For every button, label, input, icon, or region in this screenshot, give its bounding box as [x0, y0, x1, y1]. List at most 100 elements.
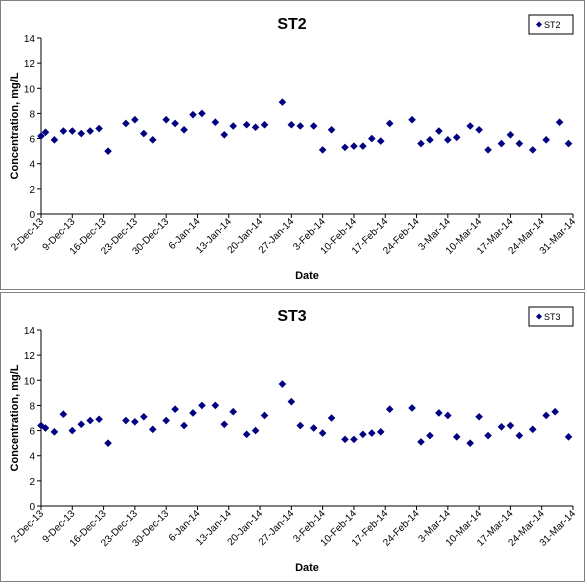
data-point: [162, 416, 170, 425]
data-point: [77, 420, 86, 429]
data-point: [148, 136, 157, 144]
x-tick-label: 2-Dec-13: [9, 216, 46, 253]
data-point: [452, 133, 461, 142]
data-point: [251, 123, 260, 132]
data-point: [287, 120, 296, 129]
data-point: [426, 431, 434, 440]
data-point: [318, 429, 327, 437]
legend-label: ST2: [544, 20, 561, 30]
data-point: [131, 417, 139, 426]
data-point: [368, 429, 376, 437]
data-point: [211, 401, 220, 410]
data-point: [229, 407, 238, 416]
chart-st2: ST2024681012142-Dec-139-Dec-1316-Dec-132…: [9, 14, 578, 282]
x-axis-title: Date: [295, 562, 319, 574]
data-point: [41, 424, 50, 432]
y-tick-label: 8: [29, 109, 35, 120]
legend-box: [528, 306, 574, 327]
data-point: [296, 421, 305, 430]
data-point: [140, 129, 148, 138]
data-point: [497, 423, 506, 431]
data-point: [37, 132, 45, 140]
y-axis-title: Concentration, mg/L: [9, 72, 21, 179]
data-point: [435, 409, 443, 417]
data-point: [466, 122, 474, 130]
data-point: [327, 125, 336, 134]
data-point: [318, 146, 327, 154]
data-point: [260, 120, 269, 129]
data-point: [309, 424, 318, 432]
data-point: [484, 146, 492, 154]
data-point: [162, 115, 170, 124]
data-point: [475, 412, 483, 421]
data-point: [260, 411, 269, 420]
data-point: [528, 146, 537, 154]
data-point: [368, 134, 376, 143]
data-point: [198, 401, 206, 410]
data-point: [180, 125, 188, 134]
chart-panel-st2: ST2 0 2 4 6 8 10 12 14 2-Dec-13 9-Dec-13 16-Dec-13 2…: [0, 0, 585, 290]
data-point: [95, 415, 103, 424]
chart-title: ST2: [277, 16, 306, 33]
data-point: [359, 142, 367, 150]
data-point: [287, 397, 296, 406]
legend-box: [528, 14, 574, 35]
data-point: [242, 430, 251, 439]
data-point: [242, 120, 251, 129]
data-point: [452, 433, 461, 441]
data-point: [220, 131, 229, 139]
chart-title: ST3: [277, 308, 306, 325]
y-axis-title: Concentration, mg/L: [9, 364, 21, 471]
data-point: [140, 412, 148, 421]
data-point: [86, 416, 94, 425]
data-point: [278, 98, 287, 106]
data-point: [251, 426, 260, 435]
data-point: [189, 409, 197, 417]
data-point: [528, 425, 537, 434]
legend-marker: [536, 21, 542, 28]
data-point: [551, 407, 559, 416]
x-tick-label: 2-Dec-13: [9, 508, 46, 545]
data-point: [211, 118, 220, 127]
data-point: [327, 414, 336, 422]
data-point: [408, 115, 416, 124]
data-point: [148, 425, 157, 434]
data-point: [376, 428, 385, 436]
data-point: [435, 127, 443, 135]
data-point: [171, 405, 179, 413]
data-point: [41, 128, 50, 137]
data-point: [408, 404, 416, 412]
data-point: [95, 124, 103, 133]
data-point: [131, 115, 139, 124]
data-point: [555, 118, 564, 127]
data-point: [309, 122, 318, 130]
data-point: [350, 142, 358, 150]
data-point: [198, 109, 206, 118]
y-tick-label: 8: [29, 401, 35, 412]
data-point: [296, 122, 305, 130]
data-point: [506, 421, 515, 430]
data-point: [229, 122, 238, 130]
data-point: [171, 119, 179, 128]
y-tick-label: 2: [29, 185, 35, 196]
data-point: [475, 125, 483, 134]
y-tick-label: 6: [29, 135, 35, 146]
y-tick-label: 10: [24, 376, 36, 387]
data-point: [189, 110, 197, 119]
data-point: [50, 428, 59, 436]
data-point: [564, 139, 573, 148]
data-point: [77, 129, 86, 138]
data-point: [104, 439, 112, 447]
y-tick-label: 14: [24, 326, 36, 337]
data-point: [341, 143, 349, 152]
y-tick-label: 10: [24, 84, 36, 95]
data-point: [180, 421, 188, 430]
data-point: [220, 420, 229, 429]
y-tick-label: 14: [24, 34, 36, 45]
data-point: [341, 435, 349, 444]
chart-st3: ST3024681012142-Dec-139-Dec-1316-Dec-132…: [9, 306, 578, 574]
data-point: [506, 131, 515, 139]
x-axis-title: Date: [295, 270, 319, 282]
data-point: [122, 416, 130, 425]
data-point: [376, 137, 385, 145]
